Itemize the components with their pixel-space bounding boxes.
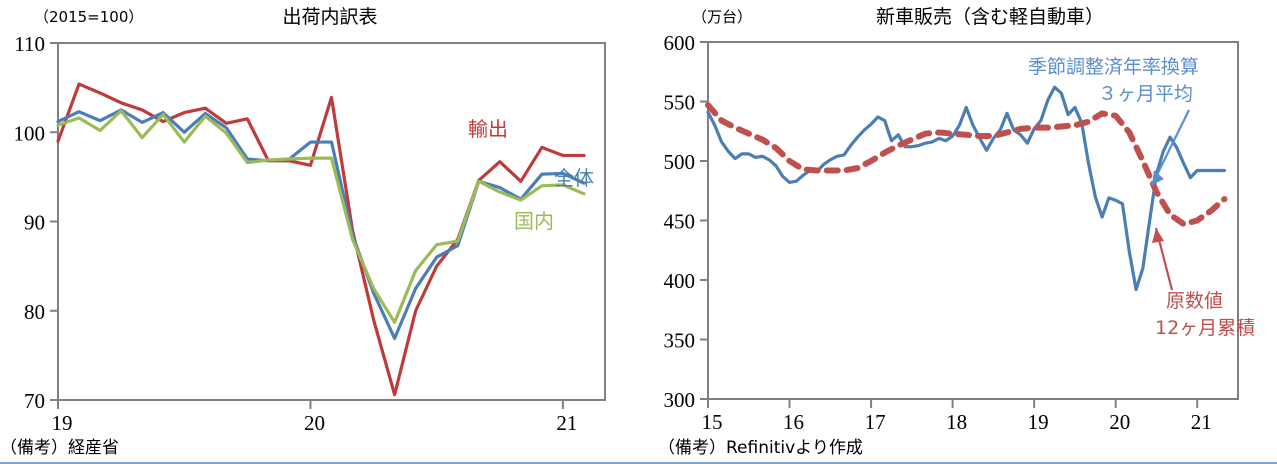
y-axis-tick-label: 100 <box>14 121 46 145</box>
left-footnote: （備考）経産省 <box>0 438 119 458</box>
leader-arrow-blue <box>1151 109 1190 186</box>
y-axis-tick-label: 600 <box>664 31 696 55</box>
x-axis-tick-label: 20 <box>1109 410 1130 434</box>
x-axis-tick-label: 17 <box>865 410 886 434</box>
bottom-rule <box>0 462 1277 464</box>
y-axis-tick-label: 550 <box>664 91 696 115</box>
x-axis-tick-label: 20 <box>304 411 325 435</box>
series-label: 国内 <box>514 209 554 233</box>
y-axis-tick-label: 350 <box>664 329 696 353</box>
x-axis-tick-label: 21 <box>1191 410 1212 434</box>
leader-arrowhead-red <box>1152 228 1164 243</box>
x-axis-tick-label: 16 <box>783 410 804 434</box>
x-axis-tick-label: 18 <box>946 410 967 434</box>
chart-panel-shipments: （2015=100） 出荷内訳表 70 80 90 100 110 19 20 21 輸出全体国… <box>0 6 606 458</box>
y-axis-tick-label: 70 <box>24 389 45 413</box>
y-axis-tick-label: 110 <box>14 32 45 56</box>
series-label: 輸出 <box>468 117 508 141</box>
x-axis-tick-label: 19 <box>52 411 73 435</box>
series-line <box>705 102 1228 228</box>
x-axis-tick-label: 15 <box>702 410 723 434</box>
chart-panel-new-car-sales: （万台） 新車販売（含む軽自動車） 300 350 400 450 500 550 600 1… <box>640 0 1277 464</box>
series-label: 全体 <box>554 166 594 190</box>
series-line <box>56 109 586 324</box>
right-chart-canvas: 300 350 400 450 500 550 600 15 16 17 18 19 20 21 季節調整済… <box>664 31 1256 434</box>
chart-annotation: 12ヶ月累積 <box>1155 317 1255 339</box>
y-axis-tick-label: 400 <box>664 269 696 293</box>
y-axis-tick-label: 450 <box>664 210 696 234</box>
y-axis-tick-label: 300 <box>664 388 696 412</box>
series-line <box>56 108 586 341</box>
series-line <box>706 85 1227 292</box>
left-chart-title: 出荷内訳表 <box>282 6 378 28</box>
x-axis-tick-label: 21 <box>556 411 577 435</box>
right-unit-label: （万台） <box>692 8 753 26</box>
y-axis-tick-label: 500 <box>664 150 696 174</box>
chart-annotation: 季節調整済年率換算 <box>1028 56 1199 78</box>
leader-arrowhead-blue <box>1152 170 1164 185</box>
right-chart-title: 新車販売（含む軽自動車） <box>875 6 1104 28</box>
right-footnote: （備考）Refinitivより作成 <box>658 438 863 458</box>
left-unit-label: （2015=100） <box>34 8 144 26</box>
x-axis-tick-label: 19 <box>1028 410 1049 434</box>
series-line <box>56 82 586 397</box>
y-axis-tick-label: 90 <box>24 211 45 235</box>
chart-annotation: 原数値 <box>1166 290 1223 312</box>
y-axis-tick-label: 80 <box>24 300 45 324</box>
chart-annotation: ３ヶ月平均 <box>1098 83 1193 105</box>
